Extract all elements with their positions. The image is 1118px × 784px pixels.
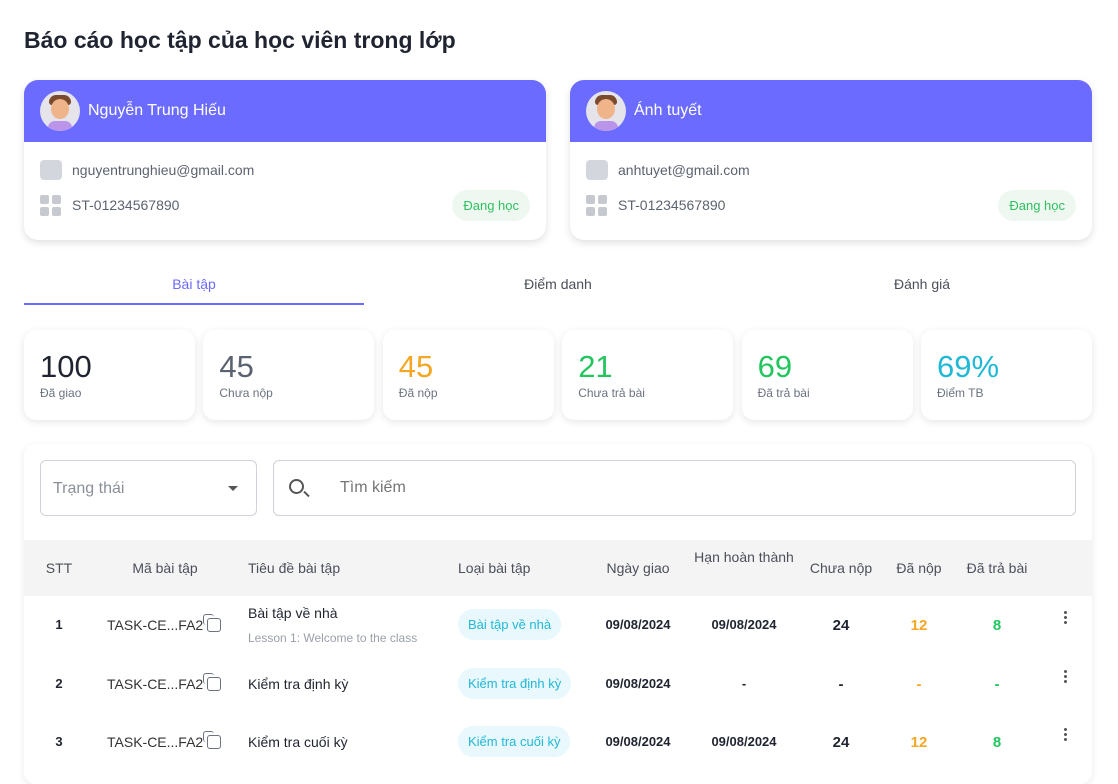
submitted-count: 12 — [910, 617, 928, 634]
student-name: Nguyễn Trung Hiếu — [88, 102, 226, 119]
column-header: Ngày giao — [606, 560, 670, 576]
returned-count: 8 — [992, 617, 1002, 634]
stat-card: 100 Đã giao — [24, 330, 195, 420]
stat-value: 21 — [578, 349, 613, 384]
avatar — [40, 91, 80, 131]
stat-label: Đã trả bài — [757, 386, 810, 400]
search-box[interactable] — [273, 460, 1076, 516]
page-title: Báo cáo học tập của học viên trong lớp — [24, 27, 456, 53]
assigned-date: 09/08/2024 — [605, 734, 671, 749]
stat-label: Đã nộp — [398, 386, 438, 400]
stat-card: 21 Chưa trả bài — [562, 330, 734, 420]
due-date: 09/08/2024 — [711, 617, 777, 632]
stat-card: 45 Chưa nộp — [203, 330, 375, 420]
stat-label: Chưa trả bài — [578, 386, 645, 400]
column-header: Mã bài tập — [132, 560, 198, 576]
search-icon — [289, 479, 304, 494]
task-type-badge: Kiểm tra định kỳ — [458, 668, 572, 699]
tab-attendance[interactable]: Điểm danh — [524, 276, 592, 292]
not-submitted-count: - — [838, 676, 844, 693]
status-select-label: Trạng thái — [53, 480, 125, 497]
submitted-count: - — [916, 676, 922, 693]
stat-label: Chưa nộp — [219, 386, 273, 400]
submitted-count: 12 — [910, 734, 928, 751]
tab-evaluation[interactable]: Đánh giá — [893, 276, 951, 292]
active-tab-indicator — [24, 303, 364, 305]
mail-icon — [586, 160, 608, 180]
column-header: Đã trả bài — [966, 560, 1028, 576]
due-date: - — [741, 676, 747, 691]
stat-value: 45 — [398, 349, 434, 384]
stat-value: 69 — [757, 349, 793, 384]
stat-value: 100 — [40, 349, 92, 384]
qr-code-icon — [586, 195, 608, 216]
task-type-badge: Kiểm tra cuối kỳ — [458, 726, 571, 757]
student-email: nguyentrunghieu@gmail.com — [72, 162, 255, 178]
due-date: 09/08/2024 — [711, 734, 777, 749]
task-type-badge: Bài tập về nhà — [458, 609, 562, 640]
task-title: Kiểm tra cuối kỳ — [248, 734, 348, 750]
stat-card: 69 Đã trả bài — [741, 330, 913, 420]
qr-code-icon — [40, 195, 62, 216]
student-card: Ánh tuyết anhtuyet@gmail.com ST-01234567… — [570, 80, 1092, 240]
status-badge: Đang học — [452, 190, 530, 221]
more-options-icon[interactable] — [1064, 728, 1068, 743]
student-email: anhtuyet@gmail.com — [618, 162, 750, 178]
returned-count: 8 — [992, 734, 1002, 751]
column-header: Hạn hoàn thành — [694, 549, 794, 565]
stat-value: 69% — [937, 349, 1000, 384]
more-options-icon[interactable] — [1064, 670, 1068, 685]
task-code: TASK-CE...FA2 — [107, 676, 204, 692]
tab-assignments[interactable]: Bài tập — [172, 276, 216, 292]
caret-down-icon — [228, 486, 238, 491]
table-header — [24, 540, 1092, 596]
status-badge: Đang học — [998, 190, 1076, 221]
stat-label: Đã giao — [40, 386, 82, 400]
returned-count: - — [994, 676, 1000, 693]
status-select[interactable]: Trạng thái — [40, 460, 257, 516]
column-header: Tiêu đề bài tập — [248, 560, 341, 576]
search-input[interactable] — [340, 479, 940, 497]
mail-icon — [40, 160, 62, 180]
task-title: Bài tập về nhà — [248, 605, 338, 621]
copy-icon[interactable] — [203, 614, 222, 632]
stat-card: 45 Đã nộp — [382, 330, 554, 420]
row-index: 2 — [55, 676, 63, 691]
avatar — [586, 91, 626, 131]
assigned-date: 09/08/2024 — [605, 617, 671, 632]
column-header: STT — [45, 560, 73, 576]
copy-icon[interactable] — [203, 731, 222, 749]
not-submitted-count: 24 — [832, 617, 850, 634]
stat-card: 69% Điểm TB — [921, 330, 1092, 420]
assigned-date: 09/08/2024 — [605, 676, 671, 691]
task-code: TASK-CE...FA2 — [107, 734, 204, 750]
copy-icon[interactable] — [203, 673, 222, 691]
more-options-icon[interactable] — [1064, 611, 1068, 626]
stat-label: Điểm TB — [937, 386, 984, 400]
column-header: Loại bài tập — [458, 560, 531, 576]
row-index: 3 — [55, 734, 63, 749]
row-index: 1 — [55, 617, 63, 632]
student-card: Nguyễn Trung Hiếu nguyentrunghieu@gmail.… — [24, 80, 546, 240]
column-header: Đã nộp — [896, 560, 942, 576]
student-id: ST-01234567890 — [618, 197, 726, 213]
task-code: TASK-CE...FA2 — [107, 617, 204, 633]
column-header: Chưa nộp — [809, 560, 873, 576]
task-subtitle: Lesson 1: Welcome to the class — [248, 631, 418, 645]
task-title: Kiểm tra định kỳ — [248, 676, 349, 692]
student-id: ST-01234567890 — [72, 197, 180, 213]
student-name: Ánh tuyết — [634, 102, 702, 119]
not-submitted-count: 24 — [832, 734, 850, 751]
stat-value: 45 — [219, 349, 254, 384]
